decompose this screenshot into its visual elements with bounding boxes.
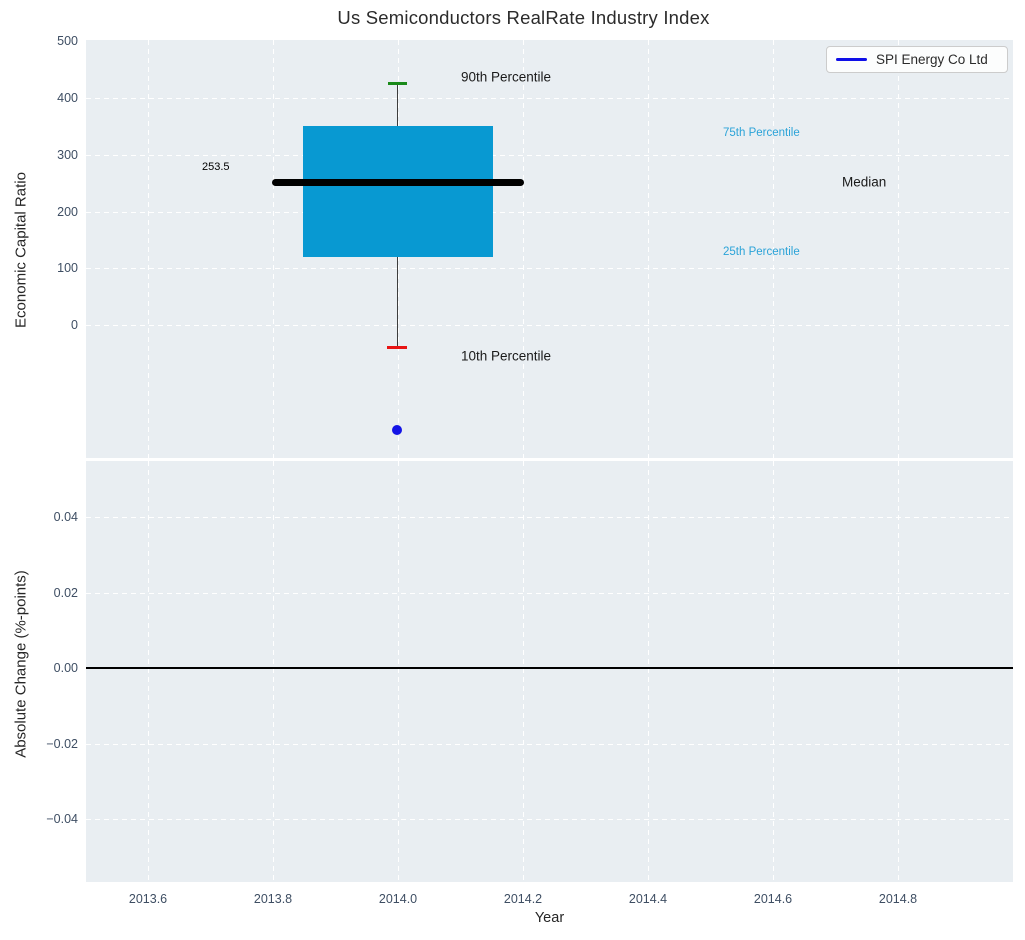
- median-value-label: 253.5: [202, 161, 230, 173]
- chart-title: Us Semiconductors RealRate Industry Inde…: [337, 7, 710, 28]
- gridline-v: [148, 40, 149, 458]
- gridline-v: [648, 461, 649, 882]
- zero-reference-line: [86, 667, 1013, 669]
- y-tick-label: 500: [57, 34, 78, 48]
- company-data-point: [392, 425, 402, 435]
- y-tick-label: −0.04: [46, 812, 78, 826]
- top-y-axis-label: Economic Capital Ratio: [12, 172, 30, 328]
- x-tick-label: 2014.8: [878, 892, 918, 906]
- gridline-h: [86, 325, 1013, 326]
- p10-annotation: 10th Percentile: [461, 348, 552, 364]
- gridline-v: [898, 40, 899, 458]
- median-line: [272, 179, 524, 186]
- boxplot-iqr-box: [303, 126, 493, 257]
- gridline-v: [273, 461, 274, 882]
- gridline-h: [86, 155, 1013, 156]
- x-tick-label: 2014.2: [503, 892, 543, 906]
- gridline-v: [773, 40, 774, 458]
- x-tick-label: 2013.6: [128, 892, 168, 906]
- x-tick-label: 2014.0: [378, 892, 418, 906]
- gridline-v: [523, 461, 524, 882]
- y-tick-label: 0.04: [53, 510, 78, 524]
- gridline-h: [86, 744, 1013, 745]
- p75-annotation: 75th Percentile: [723, 127, 800, 139]
- y-tick-label: 0: [71, 318, 78, 332]
- gridline-h: [86, 819, 1013, 820]
- y-tick-label: 200: [57, 205, 78, 219]
- x-axis-label: Year: [534, 910, 565, 926]
- gridline-h: [86, 268, 1013, 269]
- gridline-v: [273, 40, 274, 458]
- gridline-v: [773, 461, 774, 882]
- gridline-v: [648, 40, 649, 458]
- x-tick-label: 2014.6: [753, 892, 793, 906]
- legend-line-swatch: [836, 58, 867, 61]
- bottom-y-axis-label: Absolute Change (%-points): [12, 570, 30, 758]
- y-tick-label: 100: [57, 261, 78, 275]
- gridline-h: [86, 593, 1013, 594]
- gridline-v: [398, 461, 399, 882]
- y-tick-label: 400: [57, 91, 78, 105]
- legend-label: SPI Energy Co Ltd: [876, 52, 988, 67]
- y-tick-label: 300: [57, 148, 78, 162]
- x-tick-label: 2014.4: [628, 892, 668, 906]
- gridline-v: [148, 461, 149, 882]
- gridline-v: [523, 40, 524, 458]
- gridline-h: [86, 98, 1013, 99]
- legend: SPI Energy Co Ltd: [826, 46, 1008, 73]
- gridline-v: [898, 461, 899, 882]
- median-annotation: Median: [842, 174, 887, 190]
- bottom-plot-area: [86, 461, 1013, 882]
- p90-whisker-cap: [388, 82, 407, 85]
- p10-whisker-cap: [387, 346, 407, 349]
- top-plot-area: 90th Percentile 75th Percentile Median 2…: [86, 40, 1013, 458]
- y-tick-label: 0.02: [53, 586, 78, 600]
- gridline-h: [86, 212, 1013, 213]
- p90-annotation: 90th Percentile: [461, 69, 552, 85]
- p25-annotation: 25th Percentile: [723, 246, 800, 258]
- x-tick-label: 2013.8: [253, 892, 293, 906]
- y-tick-label: 0.00: [53, 661, 78, 675]
- y-tick-label: −0.02: [46, 737, 78, 751]
- gridline-h: [86, 517, 1013, 518]
